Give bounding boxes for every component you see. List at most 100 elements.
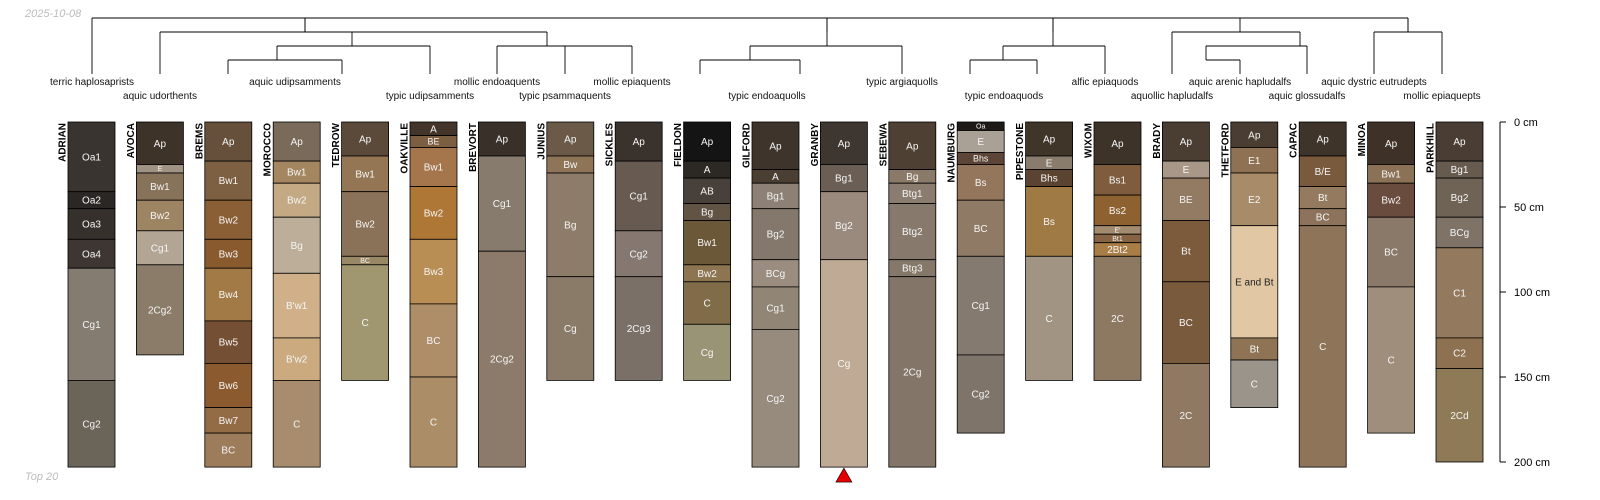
horizon-label: Cg2: [82, 419, 101, 430]
horizon-sebewa-2cg: [888, 276, 937, 468]
horizon-label: E: [158, 166, 163, 173]
taxonomy-label-capac: aquic glossudalfs: [1269, 91, 1346, 102]
horizon-label: B/E: [1315, 167, 1331, 178]
profile-junius: Ap Bw Bg Cg JUNIUS: [536, 121, 595, 381]
profile-name: PIPESTONE: [1015, 123, 1026, 180]
horizon-brady-bc: [1162, 281, 1210, 364]
horizon-label: Bw1: [424, 163, 444, 174]
horizon-wixom-ap: [1093, 121, 1142, 165]
date-label: 2025-10-08: [25, 8, 82, 20]
horizon-label: Ap: [906, 141, 919, 152]
horizon-label: Ap: [1453, 137, 1466, 148]
horizon-label: Bw: [563, 160, 578, 171]
depth-tick-label: 150 cm: [1514, 372, 1550, 384]
horizon-oakville-bw2: [409, 186, 458, 240]
horizon-label: Bg1: [835, 174, 853, 185]
horizon-parkhill-ap: [1435, 121, 1484, 162]
horizon-label: E and Bt: [1235, 277, 1274, 288]
horizon-label: 2Cg2: [490, 355, 514, 366]
depth-tick-label: 50 cm: [1514, 202, 1544, 214]
horizon-label: C: [1251, 379, 1258, 390]
horizon-label: Oa4: [82, 249, 101, 260]
profile-naumburg: Oa E Bhs Bs BC Cg1 Cg2 NAUMBURG: [947, 121, 1005, 434]
profile-sickles: Ap Cg1 Cg2 2Cg3 SICKLES: [605, 121, 663, 381]
horizon-avoca-cg1: [135, 230, 184, 266]
horizon-junius-cg: [546, 276, 595, 381]
horizon-label: C: [703, 299, 710, 310]
profile-name: GRANBY: [810, 123, 821, 167]
profile-name: BREMS: [194, 123, 205, 159]
taxonomy-label-adrian: terric haplosaprists: [50, 77, 134, 88]
horizon-parkhill-bcg: [1435, 216, 1484, 249]
profile-capac: Ap B/E Bt BC C CAPAC: [1289, 121, 1347, 468]
horizon-label: BC: [1316, 213, 1330, 224]
horizon-wixom-2c: [1093, 255, 1142, 381]
taxonomy-label-morocco: aquic udipsamments: [249, 77, 341, 88]
horizon-label: Cg1: [766, 304, 785, 315]
horizon-avoca-ap: [135, 121, 184, 165]
horizon-label: B'w1: [286, 301, 308, 312]
horizon-label: Ap: [154, 139, 167, 150]
horizon-pipestone-bs: [1025, 186, 1073, 257]
horizon-fieldon-ap: [683, 121, 731, 162]
horizon-brady-2c: [1162, 362, 1210, 468]
profile-name: NAUMBURG: [947, 123, 958, 183]
horizon-morocco-c: [272, 379, 321, 468]
horizon-thetford-ap: [1230, 121, 1279, 148]
profile-name: AVOCA: [126, 123, 137, 158]
horizon-label: Ap: [1043, 135, 1056, 146]
horizon-label: Cg1: [493, 199, 512, 210]
truncation-marker: [835, 467, 853, 483]
horizon-junius-ap: [546, 121, 595, 157]
horizon-label: Ap: [564, 135, 577, 146]
profile-name: FIELDON: [673, 123, 684, 167]
horizon-label: Cg: [838, 359, 851, 370]
horizon-label: Bg2: [767, 230, 785, 241]
horizon-label: Ap: [633, 137, 646, 148]
horizon-tedrow-bw2: [341, 191, 390, 257]
horizon-label: 2Cg: [903, 367, 921, 378]
profile-name: ADRIAN: [58, 123, 69, 162]
horizon-label: Bs2: [1109, 206, 1127, 217]
horizon-label: Bw5: [219, 338, 239, 349]
horizon-label: E1: [1248, 156, 1261, 167]
horizon-label: Btg1: [902, 189, 923, 200]
horizon-granby-bg2: [820, 191, 868, 261]
profile-brady: Ap E BE Bt BC 2C BRADY: [1152, 121, 1210, 468]
depth-tick-label: 200 cm: [1514, 457, 1550, 469]
horizon-label: Bg2: [835, 221, 853, 232]
horizon-fieldon-cg: [683, 323, 731, 381]
taxonomy-label-thetford: aquic arenic hapludalfs: [1189, 77, 1291, 88]
horizon-label: BC: [974, 224, 988, 235]
horizon-naumburg-cg2: [956, 354, 1005, 434]
taxonomy-label-brady: aquollic hapludalfs: [1131, 91, 1213, 102]
horizon-label: Cg: [564, 324, 577, 335]
horizon-label: Ap: [1248, 130, 1261, 141]
horizon-adrian-cg1: [67, 267, 116, 381]
horizon-label: BE: [1179, 195, 1193, 206]
horizon-label: Bt: [1250, 344, 1260, 355]
profile-name: THETFORD: [1220, 123, 1231, 177]
profile-name: SEBEWA: [878, 123, 889, 166]
profile-adrian: Oa1 Oa2 Oa3 Oa4 Cg1 Cg2 ADRIAN: [58, 121, 116, 468]
horizon-label: Bw2: [697, 269, 717, 280]
profile-oakville: A BE Bw1 Bw2 Bw3 BC C OAKVILLE: [400, 121, 458, 468]
horizon-brems-bw6: [204, 362, 253, 408]
horizon-label: Bw7: [219, 416, 239, 427]
horizon-label: Bw3: [219, 249, 239, 260]
horizon-wixom-bs1: [1093, 164, 1142, 196]
horizon-label: BCg: [1450, 228, 1469, 239]
horizon-label: Oa: [976, 124, 985, 131]
horizon-label: Bw2: [150, 211, 170, 222]
profile-gilford: Ap A Bg1 Bg2 BCg Cg1 Cg2 GILFORD: [742, 121, 800, 468]
horizon-label: 2Bt2: [1107, 245, 1128, 256]
horizon-gilford-bg2: [751, 208, 800, 261]
profile-granby: Ap Bg1 Bg2 Cg GRANBY: [810, 121, 868, 483]
horizon-gilford-bcg: [751, 259, 800, 288]
horizon-label: Bw1: [355, 169, 375, 180]
horizon-label: Ap: [1385, 139, 1398, 150]
horizon-label: E: [977, 137, 984, 148]
horizon-label: C: [361, 318, 368, 329]
taxonomy-label-minoa: aquic dystric eutrudepts: [1321, 77, 1427, 88]
